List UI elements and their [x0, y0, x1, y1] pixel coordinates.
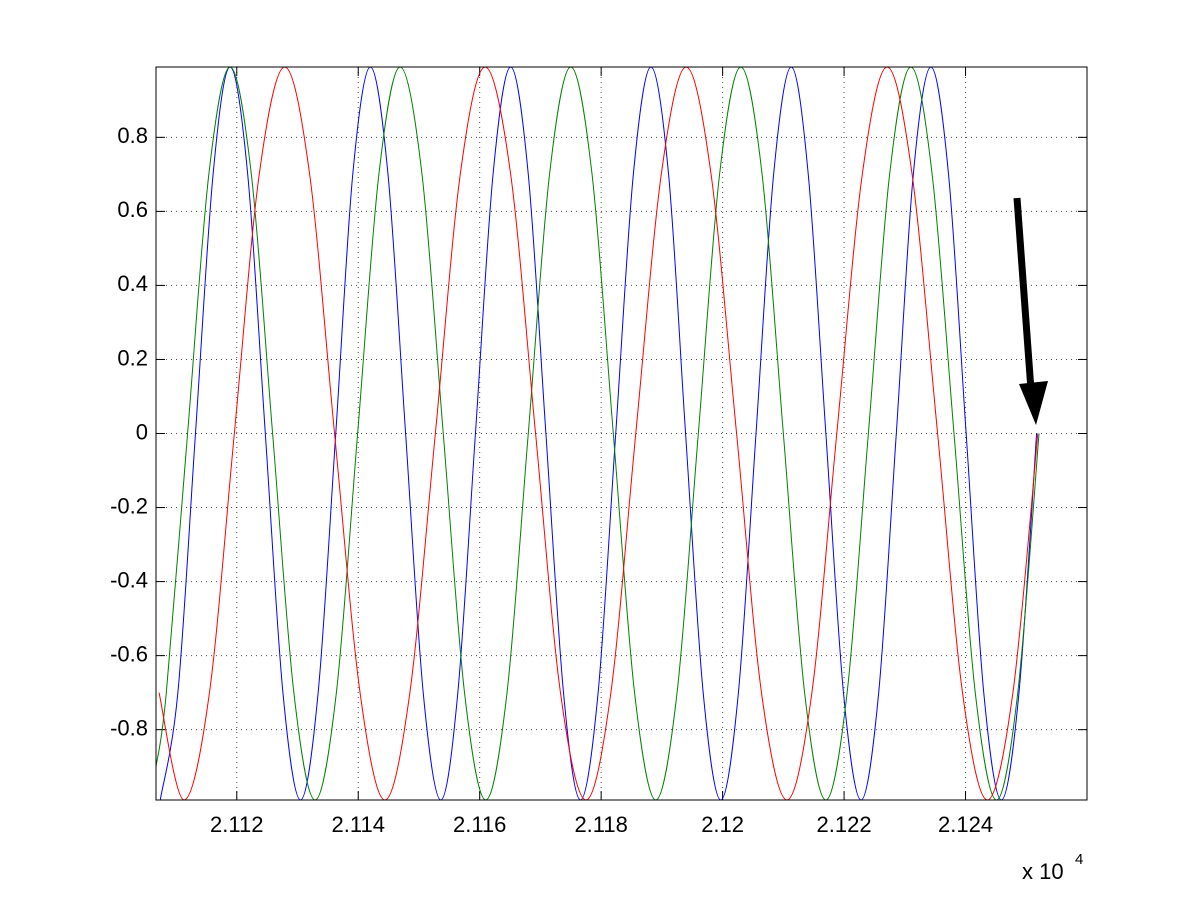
y-tick-label: 0.2: [117, 345, 148, 370]
axes-box: [155, 66, 1088, 801]
y-tick-label: -0.8: [110, 715, 148, 740]
y-tick-label: 0.4: [117, 271, 148, 296]
series-line: [159, 66, 1038, 801]
x-multiplier: x 10: [1022, 859, 1064, 884]
labels-layer: x 10 4 2.112 2.114 2.116 2.118 2.12 2.122 2.12…: [110, 123, 1083, 884]
x-tick-label: 2.122: [817, 812, 872, 837]
x-tick-label: 2.12: [701, 812, 744, 837]
y-tick-label: -0.4: [110, 567, 148, 592]
x-tick-label: 2.112: [210, 812, 263, 837]
annotation-arrow: [1013, 197, 1048, 425]
x-tick-label: 2.114: [332, 812, 385, 837]
y-tick-label: 0.6: [117, 197, 148, 222]
lines-layer: [155, 66, 1040, 801]
x-tick-label: 2.116: [453, 812, 506, 837]
y-tick-label: 0: [136, 419, 148, 444]
y-tick-label: -0.6: [110, 641, 148, 666]
x-multiplier-exponent: 4: [1075, 851, 1083, 868]
x-tick-label: 2.124: [938, 812, 993, 837]
grid-layer: [156, 67, 1087, 800]
series-line: [158, 66, 1039, 801]
arrow-head: [1019, 381, 1048, 425]
y-tick-label: -0.2: [110, 493, 148, 518]
y-tick-label: 0.8: [117, 123, 148, 148]
arrow-shaft: [1013, 197, 1035, 391]
x-tick-label: 2.118: [574, 812, 627, 837]
series-line: [155, 66, 1040, 801]
